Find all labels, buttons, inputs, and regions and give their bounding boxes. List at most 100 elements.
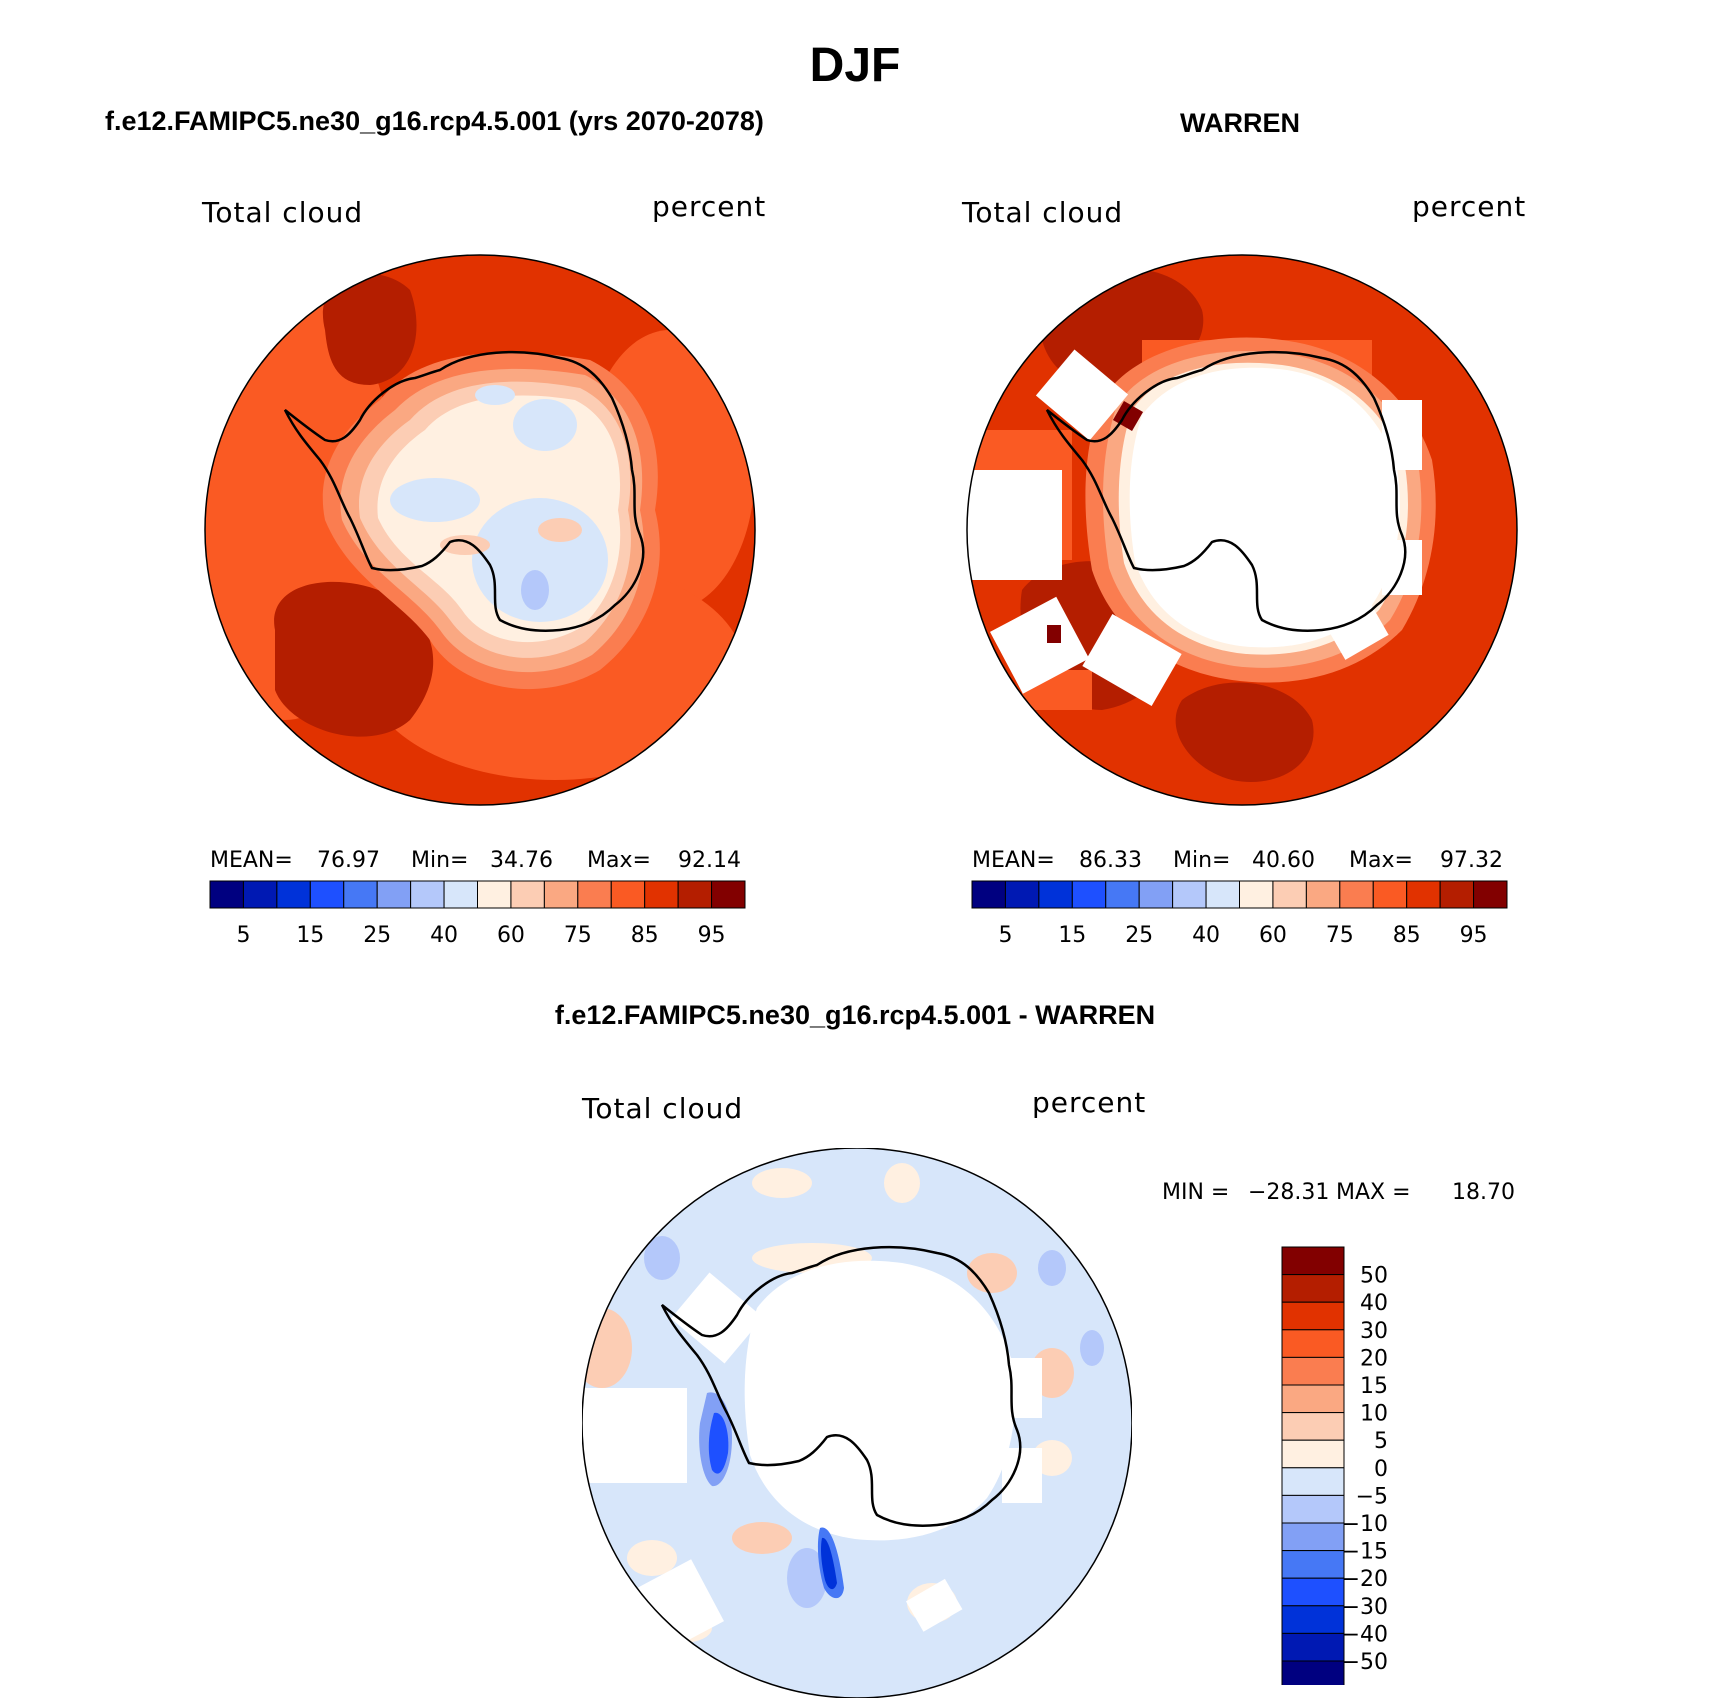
panel3-field-band bbox=[1080, 1330, 1104, 1366]
panel2-colorbar-swatch bbox=[1473, 880, 1508, 909]
panel3-field-band bbox=[1038, 1250, 1066, 1286]
panel1-field-band bbox=[538, 518, 582, 542]
panel3-colorbar-swatch bbox=[1281, 1660, 1345, 1685]
panel1-colorbar-tick-label: 15 bbox=[296, 923, 324, 948]
panel2-colorbar-tick-label: 95 bbox=[1460, 923, 1488, 948]
panel1-colorbar-tick-label: 95 bbox=[698, 923, 726, 948]
panel2-colorbar-swatch bbox=[1138, 880, 1174, 909]
panel2-max-value: 97.32 bbox=[1440, 848, 1503, 873]
panel1-colorbar-tick-label: 60 bbox=[497, 923, 525, 948]
panel2-colorbar-tick-label: 75 bbox=[1326, 923, 1354, 948]
panel3-variable-label: Total cloud bbox=[582, 1092, 744, 1125]
panel3-field-band bbox=[708, 1412, 729, 1474]
panel1-colorbar: 5 15 25 40 60 75 85 95 bbox=[209, 880, 746, 948]
panel1-colorbar-tick-label: 40 bbox=[430, 923, 458, 948]
panel2-colorbar-swatch bbox=[1305, 880, 1341, 909]
panel3-colorbar-swatch bbox=[1281, 1246, 1345, 1276]
panel2-colorbar-tick-label: 85 bbox=[1393, 923, 1421, 948]
panel1-colorbar-swatch bbox=[209, 880, 244, 909]
panel3-min-label: MIN = bbox=[1162, 1180, 1230, 1205]
panel2-mean-value: 86.33 bbox=[1079, 848, 1142, 873]
panel1-coastline bbox=[283, 350, 645, 632]
panel1-min-label: Min= bbox=[411, 848, 469, 873]
panel1-colorbar-swatch bbox=[510, 880, 545, 909]
panel2-units-label: percent bbox=[1412, 190, 1527, 223]
panel1-colorbar-swatch bbox=[276, 880, 311, 909]
panel3-colorbar-swatch bbox=[1281, 1356, 1345, 1386]
panel3-colorbar-tick-label: 20 bbox=[1360, 1346, 1388, 1371]
panel2-colorbar-swatch bbox=[1372, 880, 1408, 909]
panel2-missing-region bbox=[1082, 614, 1182, 706]
panel3-polar-map bbox=[582, 1148, 1132, 1698]
panel3-colorbar-swatch bbox=[1281, 1522, 1345, 1552]
panel1-field-band bbox=[513, 399, 577, 451]
panel2-colorbar-swatch bbox=[1439, 880, 1475, 909]
panel2-field-band bbox=[1175, 682, 1314, 782]
panel1-colorbar-swatch bbox=[376, 880, 412, 909]
panel3-field-band bbox=[884, 1163, 920, 1203]
panel2-title: WARREN bbox=[1180, 108, 1300, 138]
panel1-colorbar-tick-label: 25 bbox=[363, 923, 391, 948]
panel3-field-band bbox=[752, 1168, 812, 1198]
panel2-missing-region bbox=[1325, 600, 1389, 660]
panel2-colorbar-swatch bbox=[1406, 880, 1441, 909]
panel2-colorbar-swatch bbox=[1038, 880, 1073, 909]
panel1-colorbar-swatch bbox=[309, 880, 345, 909]
panel3-field-band bbox=[627, 1540, 677, 1576]
panel1-field-band bbox=[274, 581, 434, 737]
panel2-colorbar-swatch bbox=[1272, 880, 1307, 909]
panel3-colorbar-swatch bbox=[1281, 1439, 1345, 1469]
panel3-missing-region bbox=[744, 1260, 1015, 1541]
panel1-colorbar-tick-label: 5 bbox=[236, 923, 250, 948]
panel1-mean-value: 76.97 bbox=[317, 848, 380, 873]
panel1-polar-map bbox=[204, 254, 756, 806]
panel1-colorbar-swatch bbox=[543, 880, 579, 909]
panel2-polar-map bbox=[966, 254, 1518, 806]
panel2-mean-label: MEAN= bbox=[972, 848, 1055, 873]
panel2-missing-region bbox=[1035, 349, 1129, 441]
panel3-colorbar-tick-label: −10 bbox=[1342, 1512, 1388, 1537]
panel2-colorbar-swatch bbox=[971, 880, 1006, 909]
panel3-colorbar-tick-label: 5 bbox=[1374, 1429, 1388, 1454]
panel2-colorbar-swatch bbox=[1205, 880, 1240, 909]
panel3-colorbar-tick-label: −5 bbox=[1356, 1484, 1388, 1509]
panel3-colorbar-swatch bbox=[1281, 1577, 1345, 1607]
panel3-colorbar-tick-label: 30 bbox=[1360, 1319, 1388, 1344]
panel1-min-value: 34.76 bbox=[490, 848, 553, 873]
panel1-colorbar-swatch bbox=[410, 880, 445, 909]
panel3-max-value: 18.70 bbox=[1452, 1180, 1515, 1205]
panel2-colorbar-tick-label: 15 bbox=[1058, 923, 1086, 948]
panel1-field-band bbox=[390, 478, 480, 522]
panel3-field-band bbox=[644, 1236, 680, 1280]
panel2-max-label: Max= bbox=[1349, 848, 1413, 873]
panel3-colorbar-tick-label: −30 bbox=[1342, 1595, 1388, 1620]
panel2-colorbar-swatch bbox=[1339, 880, 1374, 909]
panel3-title: f.e12.FAMIPC5.ne30_g16.rcp4.5.001 - WARR… bbox=[554, 1000, 1156, 1030]
panel3-colorbar-swatch bbox=[1281, 1274, 1345, 1303]
panel3-colorbar-swatch bbox=[1281, 1412, 1345, 1441]
panel2-field-band bbox=[1047, 625, 1061, 643]
panel3-colorbar-tick-label: 40 bbox=[1360, 1291, 1388, 1316]
panel3-units-label: percent bbox=[1032, 1086, 1147, 1119]
panel1-colorbar-swatch bbox=[644, 880, 679, 909]
panel3-colorbar-tick-label: −15 bbox=[1342, 1540, 1388, 1565]
panel2-coastline bbox=[1045, 350, 1407, 632]
panel3-colorbar-tick-label: 10 bbox=[1360, 1402, 1388, 1427]
panel2-variable-label: Total cloud bbox=[962, 196, 1124, 229]
panel1-units-label: percent bbox=[652, 190, 767, 223]
panel3-coastline bbox=[660, 1245, 1022, 1527]
panel1-colorbar-tick-label: 75 bbox=[564, 923, 592, 948]
panel1-max-value: 92.14 bbox=[678, 848, 741, 873]
panel3-missing-region bbox=[582, 1388, 687, 1483]
panel3-colorbar-tick-label: −50 bbox=[1342, 1650, 1388, 1675]
panel2-colorbar-tick-label: 60 bbox=[1259, 923, 1287, 948]
panel3-min-value: −28.31 bbox=[1248, 1180, 1330, 1205]
panel3-colorbar-swatch bbox=[1281, 1467, 1345, 1496]
panel1-colorbar-swatch bbox=[477, 880, 512, 909]
panel1-field-band bbox=[521, 570, 549, 610]
panel1-colorbar-swatch bbox=[343, 880, 378, 909]
panel2-colorbar-tick-label: 5 bbox=[998, 923, 1012, 948]
page-title: DJF bbox=[809, 39, 901, 92]
panel3-missing-region bbox=[670, 1272, 764, 1364]
panel3-colorbar-swatch bbox=[1281, 1550, 1345, 1579]
